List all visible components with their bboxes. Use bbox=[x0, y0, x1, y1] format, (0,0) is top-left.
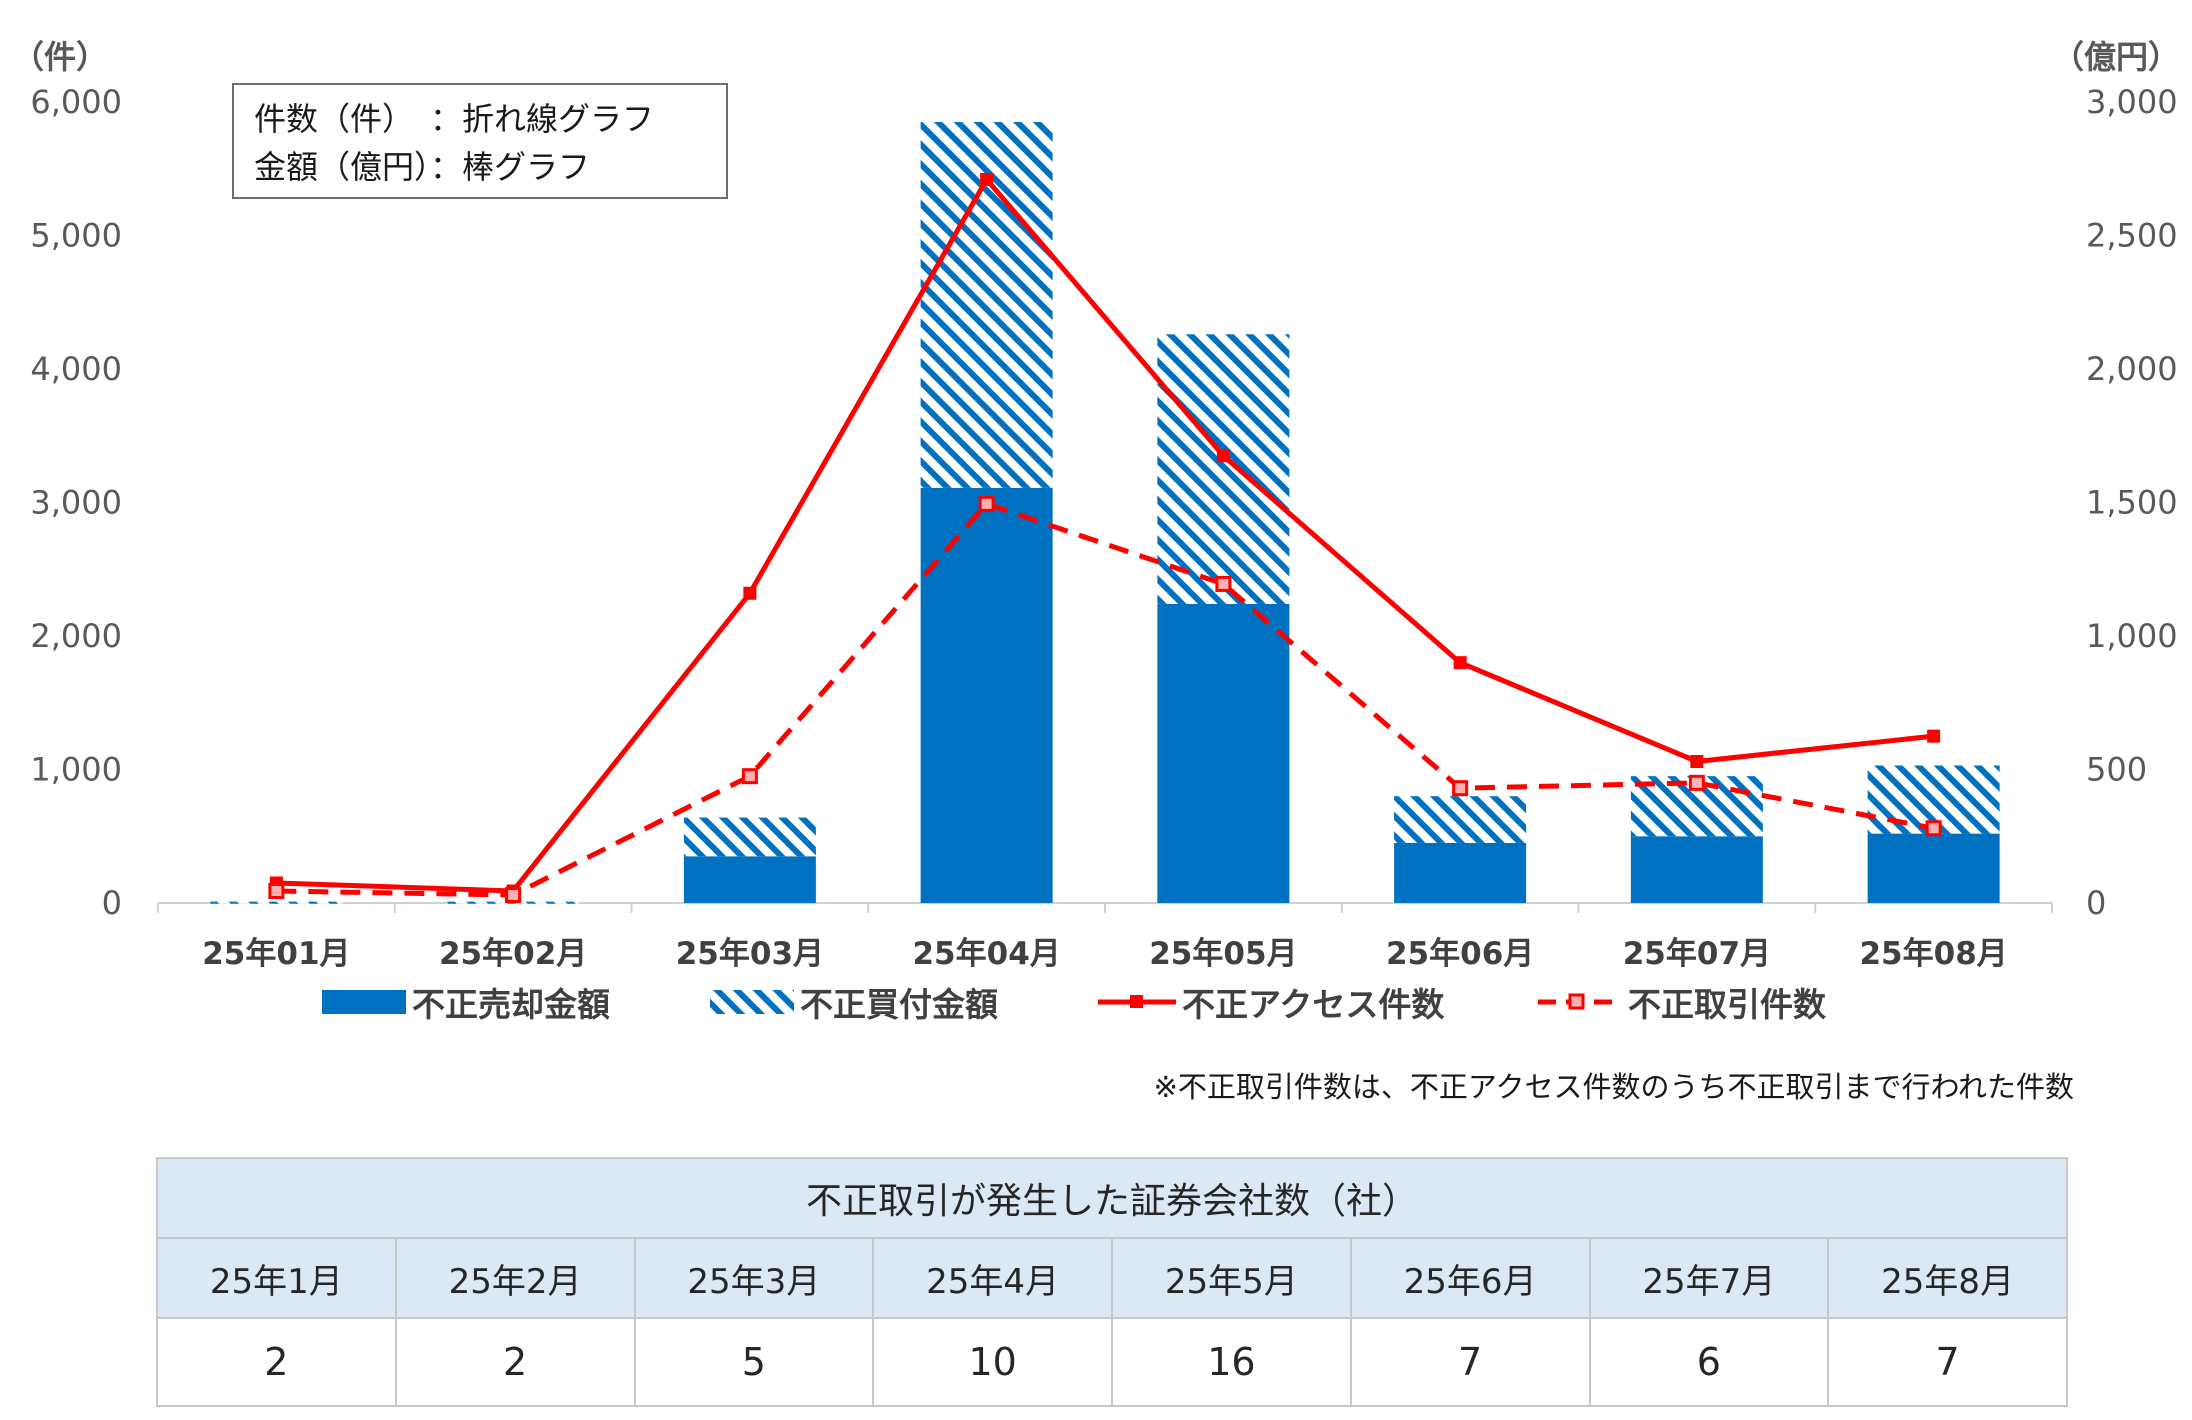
right-axis-tick-label: 1,000 bbox=[2086, 617, 2178, 655]
bar-buy-amount bbox=[1157, 334, 1290, 604]
legend-marker-trades bbox=[1568, 993, 1585, 1010]
annotation-line-count: 件数（件） ：折れ線グラフ bbox=[254, 100, 654, 138]
bar-sell-amount bbox=[683, 856, 816, 903]
right-axis-unit-label: （億円） bbox=[2052, 38, 2180, 76]
x-axis-category-label: 25年06月 bbox=[1386, 936, 1534, 972]
x-axis-category-label: 25年03月 bbox=[676, 936, 824, 972]
table-value-cell: 6 bbox=[1588, 1317, 1830, 1407]
marker-unauthorized-access bbox=[1690, 754, 1704, 768]
legend-label-access: 不正アクセス件数 bbox=[1182, 985, 1445, 1024]
table-month-cell: 25年1月 bbox=[156, 1237, 397, 1319]
legend-label-buy: 不正買付金額 bbox=[800, 985, 998, 1024]
x-axis-category-label: 25年01月 bbox=[202, 936, 350, 972]
marker-unauthorized-access bbox=[1453, 656, 1467, 670]
legend-label-trades: 不正取引件数 bbox=[1628, 985, 1827, 1024]
table-month-cell: 25年2月 bbox=[394, 1237, 636, 1319]
bar-sell-amount bbox=[1157, 603, 1290, 903]
right-axis-tick-label: 0 bbox=[2086, 884, 2106, 922]
marker-unauthorized-trades bbox=[1925, 820, 1942, 837]
bar-sell-amount bbox=[920, 487, 1053, 903]
table-month-cell: 25年7月 bbox=[1588, 1237, 1830, 1319]
marker-unauthorized-trades bbox=[1452, 780, 1469, 797]
marker-unauthorized-access bbox=[1216, 449, 1230, 463]
table-month-cell: 25年8月 bbox=[1827, 1237, 2068, 1319]
left-axis-tick-label: 2,000 bbox=[30, 617, 122, 655]
marker-unauthorized-trades bbox=[741, 768, 758, 785]
marker-unauthorized-trades bbox=[978, 495, 995, 512]
x-axis-category-label: 25年07月 bbox=[1623, 936, 1771, 972]
table-value-cell: 2 bbox=[394, 1317, 636, 1407]
bar-buy-amount bbox=[1394, 796, 1527, 843]
table-title: 不正取引が発生した証券会社数（社） bbox=[156, 1157, 2068, 1239]
table-month-cell: 25年3月 bbox=[633, 1237, 875, 1319]
footnote: ※不正取引件数は、不正アクセス件数のうち不正取引まで行われた件数 bbox=[1153, 1070, 2074, 1104]
marker-unauthorized-access bbox=[1927, 729, 1941, 743]
x-axis-category-label: 25年04月 bbox=[912, 936, 1060, 972]
annotation-box bbox=[232, 83, 728, 199]
table-month-cell: 25年4月 bbox=[872, 1237, 1113, 1319]
legend-marker-access bbox=[1130, 995, 1143, 1008]
left-axis-tick-label: 4,000 bbox=[30, 350, 122, 388]
marker-unauthorized-trades bbox=[505, 886, 522, 903]
bar-sell-amount bbox=[1630, 836, 1763, 903]
left-axis-tick-label: 0 bbox=[102, 884, 122, 922]
right-axis-tick-label: 2,000 bbox=[2086, 350, 2178, 388]
table-value-cell: 2 bbox=[156, 1317, 397, 1407]
bar-buy-amount bbox=[683, 817, 816, 857]
line-unauthorized-access bbox=[276, 176, 1934, 894]
x-axis-category-label: 25年05月 bbox=[1149, 936, 1297, 972]
marker-unauthorized-trades bbox=[1688, 774, 1705, 791]
left-axis-tick-label: 3,000 bbox=[30, 484, 122, 522]
bar-buy-amount bbox=[210, 901, 343, 904]
table-value-cell: 10 bbox=[872, 1317, 1113, 1407]
left-axis-tick-label: 6,000 bbox=[30, 83, 122, 121]
left-axis-tick-label: 1,000 bbox=[30, 751, 122, 789]
x-axis-category-label: 25年02月 bbox=[439, 936, 587, 972]
bar-sell-amount bbox=[1394, 842, 1527, 903]
right-axis-tick-label: 2,500 bbox=[2086, 217, 2178, 255]
marker-unauthorized-trades bbox=[268, 882, 285, 899]
company-count-table: 不正取引が発生した証券会社数（社） 25年1月 25年2月 25年3月 25年4… bbox=[156, 1157, 2068, 1407]
table-month-cell: 25年6月 bbox=[1349, 1237, 1591, 1319]
marker-unauthorized-access bbox=[743, 586, 757, 600]
table-value-cell: 5 bbox=[633, 1317, 875, 1407]
table-value-cell: 7 bbox=[1827, 1317, 2068, 1407]
legend-swatch-buy bbox=[710, 990, 794, 1014]
right-axis-tick-label: 1,500 bbox=[2086, 484, 2178, 522]
legend-label-sell: 不正売却金額 bbox=[412, 985, 610, 1024]
chart: 0 1,000 2,000 3,000 4,000 5,000 6,000 （件） 0 500 1,… bbox=[12, 38, 2180, 1024]
left-axis-tick-label: 5,000 bbox=[30, 217, 122, 255]
right-axis-tick-label: 3,000 bbox=[2086, 83, 2178, 121]
table-value-cell: 7 bbox=[1349, 1317, 1591, 1407]
table-value-cell: 16 bbox=[1111, 1317, 1352, 1407]
right-axis-tick-label: 500 bbox=[2086, 751, 2147, 789]
table-month-cell: 25年5月 bbox=[1111, 1237, 1352, 1319]
x-axis-category-label: 25年08月 bbox=[1859, 936, 2007, 972]
marker-unauthorized-trades bbox=[1215, 575, 1232, 592]
legend-swatch-sell bbox=[322, 990, 406, 1014]
annotation-line-amount: 金額（億円）：棒グラフ bbox=[254, 148, 590, 186]
table-value-row: 2 2 5 10 16 7 6 7 bbox=[156, 1317, 2068, 1407]
marker-unauthorized-access bbox=[980, 172, 994, 186]
table-month-row: 25年1月 25年2月 25年3月 25年4月 25年5月 25年6月 25年7… bbox=[156, 1237, 2068, 1319]
left-axis-unit-label: （件） bbox=[12, 38, 108, 76]
bar-sell-amount bbox=[1867, 833, 2000, 903]
